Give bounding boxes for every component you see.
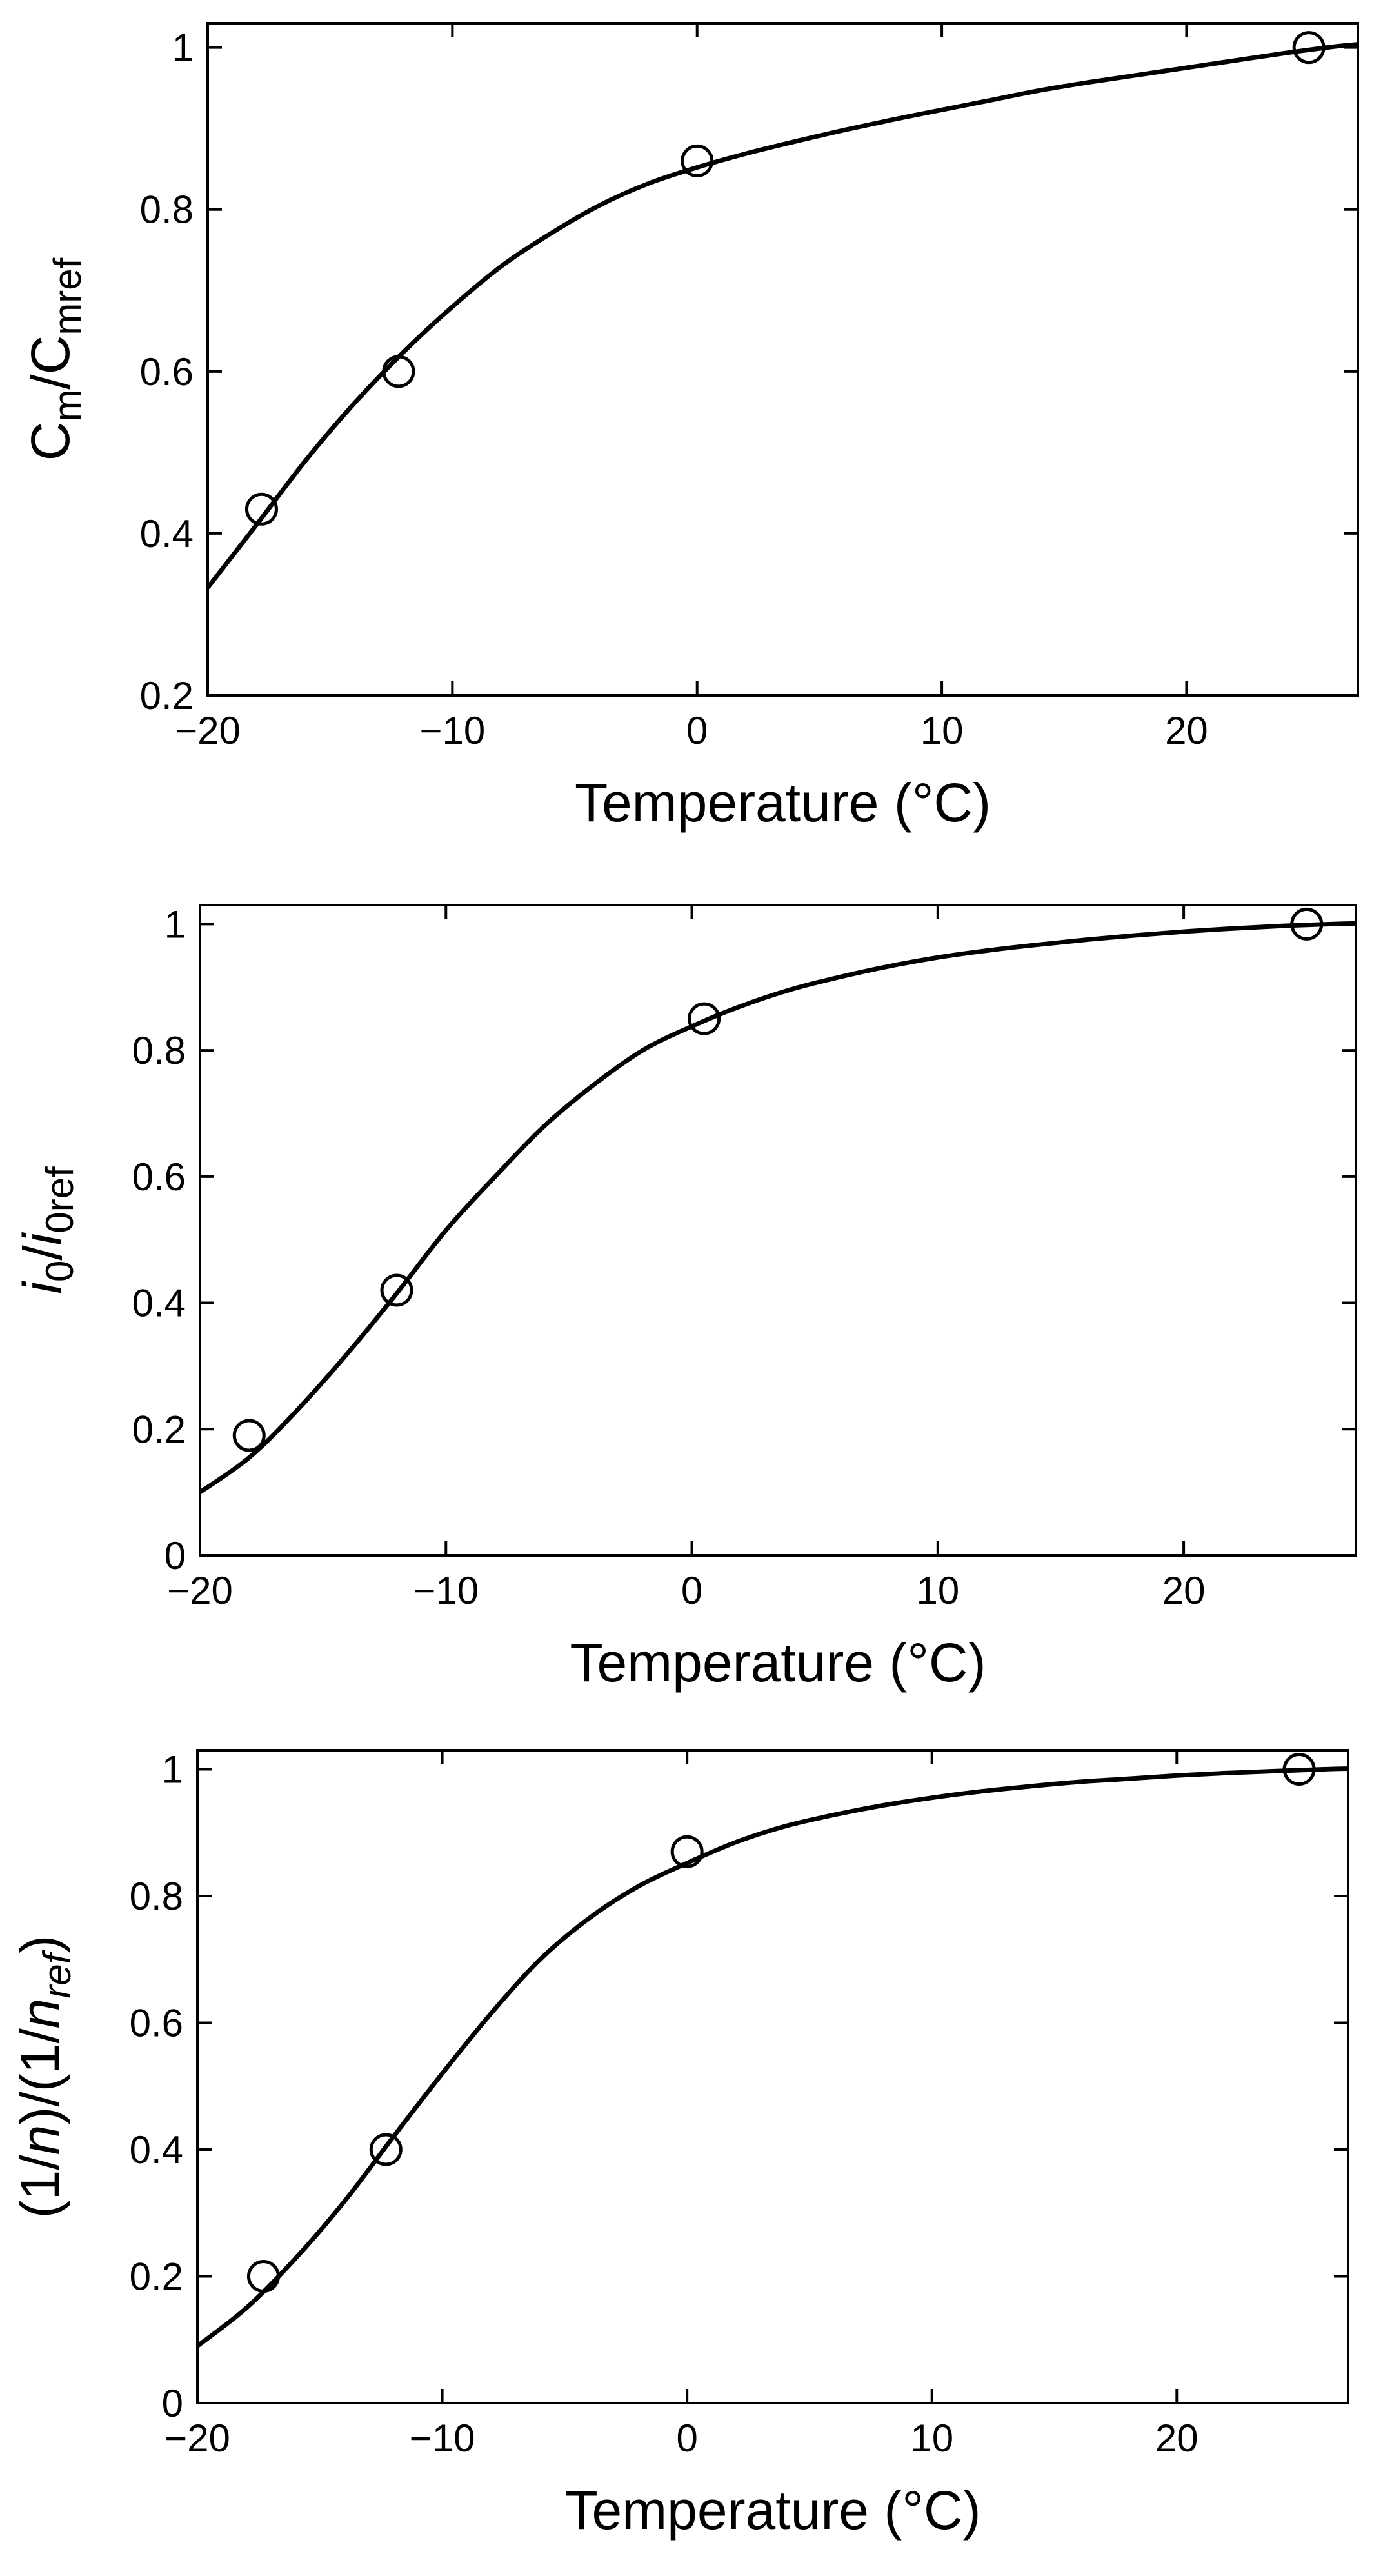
fit-curve: [197, 1766, 1348, 2348]
y-axis-label-part: m: [46, 390, 89, 422]
y-tick-label: 0.8: [130, 1875, 183, 1918]
y-axis-label: (1/n)/(1/nref): [10, 1935, 79, 2219]
x-tick-label: −10: [410, 2417, 475, 2460]
y-axis-label-part: mref: [46, 257, 89, 335]
y-axis-label-part: )/(1/: [10, 2028, 70, 2125]
data-point: [688, 1002, 721, 1035]
x-tick-label: −10: [413, 1569, 479, 1612]
plot-frame: [199, 904, 1357, 1557]
y-tick-label: 1: [162, 1748, 183, 1791]
y-axis-label-part: 0ref: [38, 1166, 81, 1233]
x-axis-label: Temperature (°C): [570, 1632, 986, 1693]
x-tick-label: 20: [1162, 1569, 1206, 1612]
chart-panel-1: −20 −10 0 10 20 0.2 0.4 0.6 0.8 1 Temperature (°C)…: [20, 22, 1359, 833]
y-axis-label: i0/i0ref: [12, 1166, 81, 1294]
x-tick-label: 0: [681, 1569, 702, 1612]
x-tick-label: −10: [419, 709, 485, 752]
x-tick-label: 0: [676, 2417, 697, 2460]
y-tick-label: 0.8: [140, 188, 194, 232]
x-tick-label: 20: [1155, 2417, 1199, 2460]
x-tick-label: −20: [175, 709, 241, 752]
x-axis-label: Temperature (°C): [575, 772, 991, 833]
y-tick-label: 0.8: [132, 1029, 186, 1072]
y-tick-label: 0.2: [140, 674, 194, 717]
y-tick-label: 0.4: [132, 1282, 186, 1325]
x-tick-label: 20: [1165, 709, 1208, 752]
data-point: [380, 1273, 413, 1307]
y-axis-label-part: 0: [38, 1261, 81, 1282]
data-point: [246, 2259, 280, 2293]
data-point: [244, 492, 278, 526]
y-tick-label: 0.6: [132, 1155, 186, 1199]
x-axis-label: Temperature (°C): [564, 2480, 980, 2541]
x-tick-label: −20: [164, 2417, 230, 2460]
data-point: [369, 2133, 403, 2166]
fit-curve: [200, 921, 1356, 1494]
x-tick-label: 0: [686, 709, 708, 752]
plot-frame: [206, 22, 1359, 697]
y-axis-label-part: C: [20, 422, 81, 461]
y-axis-label-part: /: [12, 1245, 73, 1261]
y-tick-label: 0: [162, 2382, 183, 2425]
y-axis-label-part: ref: [35, 1950, 79, 1998]
y-tick-label: 0.2: [130, 2255, 183, 2298]
y-axis-label-part: i: [12, 1281, 73, 1294]
chart-panel-3: −20 −10 0 10 20 0 0.2 0.4 0.6 0.8 1 Temperature (°C…: [10, 1748, 1349, 2541]
y-axis-label-part: i: [12, 1232, 73, 1245]
x-tick-label: 10: [920, 709, 964, 752]
y-tick-label: 0: [164, 1534, 186, 1577]
y-tick-label: 1: [172, 26, 194, 70]
y-axis-label-part: n: [10, 1999, 70, 2029]
data-point: [232, 1419, 266, 1452]
y-axis-label-part: ): [10, 1935, 70, 1953]
y-tick-label: 0.4: [130, 2128, 183, 2172]
y-axis-label-part: (1/: [10, 2155, 70, 2219]
y-tick-label: 0.6: [140, 350, 194, 394]
chart-panel-2: −20 −10 0 10 20 0 0.2 0.4 0.6 0.8 1 Temperature (°C…: [12, 903, 1357, 1693]
plot-frame: [196, 1749, 1349, 2404]
x-tick-label: 10: [916, 1569, 959, 1612]
y-tick-label: 0.2: [132, 1408, 186, 1451]
y-axis-label-part: /C: [20, 335, 81, 390]
x-tick-label: 10: [910, 2417, 953, 2460]
y-axis-label-part: n: [10, 2125, 70, 2155]
x-tick-label: −20: [167, 1569, 233, 1612]
data-point: [670, 1835, 704, 1868]
y-tick-label: 1: [164, 903, 186, 946]
y-axis-label: Cm/Cmref: [20, 257, 89, 461]
y-tick-label: 0.4: [140, 512, 194, 555]
y-tick-label: 0.6: [130, 2001, 183, 2044]
fit-curve: [208, 42, 1358, 590]
data-point: [382, 355, 415, 388]
